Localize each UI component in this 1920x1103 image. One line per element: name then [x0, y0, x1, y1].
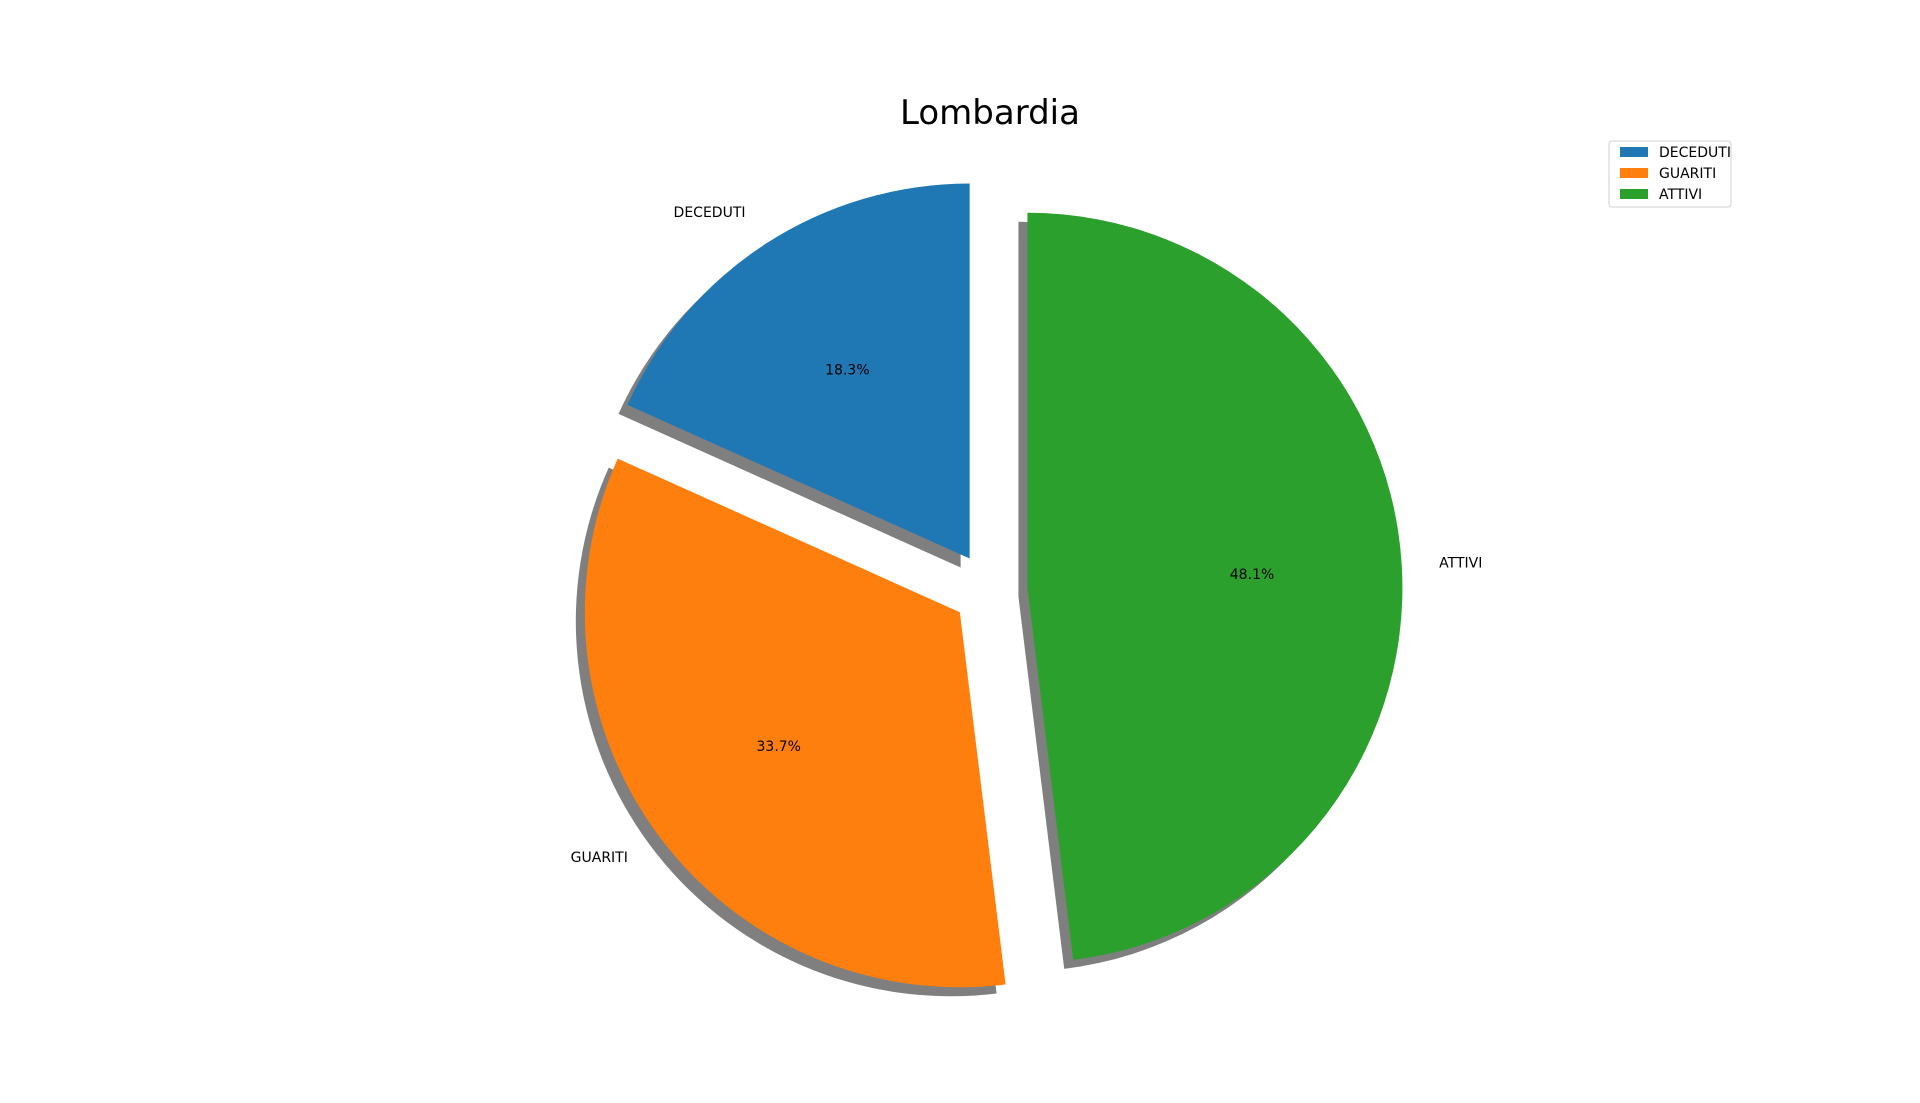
legend-swatch-guariti: [1620, 168, 1648, 178]
slice-labels: DECEDUTI 18.3% GUARITI 33.7% ATTIVI 48.1%: [571, 205, 1483, 866]
chart-title: Lombardia: [900, 93, 1080, 133]
slice-guariti: [584, 458, 1006, 988]
legend-label-attivi: ATTIVI: [1659, 187, 1702, 203]
pct-label-attivi: 48.1%: [1230, 567, 1274, 583]
slice-label-attivi: ATTIVI: [1439, 555, 1482, 571]
pct-label-deceduti: 18.3%: [825, 363, 869, 379]
slice-label-deceduti: DECEDUTI: [674, 205, 746, 221]
pct-label-guariti: 33.7%: [757, 739, 801, 755]
slice-attivi: [1027, 212, 1403, 960]
slice-label-guariti: GUARITI: [571, 850, 628, 866]
legend-swatch-deceduti: [1620, 147, 1648, 157]
legend-label-guariti: GUARITI: [1659, 166, 1716, 182]
legend-swatch-attivi: [1620, 189, 1648, 199]
legend-label-deceduti: DECEDUTI: [1659, 145, 1731, 161]
pie-slices: [584, 183, 1403, 988]
slice-deceduti: [627, 183, 970, 559]
legend: DECEDUTI GUARITI ATTIVI: [1608, 140, 1732, 208]
